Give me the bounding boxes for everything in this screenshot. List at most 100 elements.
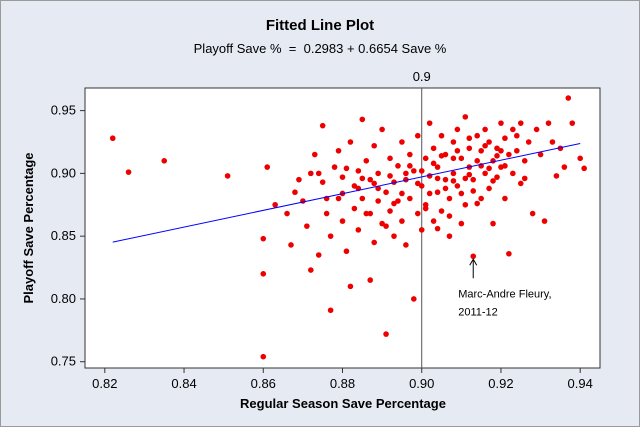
data-point: [407, 163, 413, 169]
data-point: [490, 178, 496, 184]
data-point: [308, 170, 314, 177]
data-point: [383, 331, 389, 337]
data-point: [359, 195, 366, 202]
data-point: [470, 253, 477, 260]
data-point: [454, 183, 461, 189]
data-point: [533, 126, 540, 133]
data-point: [367, 277, 374, 283]
data-point: [561, 164, 568, 170]
chart-subtitle: Playoff Save % = 0.2983 + 0.6654 Save %: [194, 41, 447, 56]
data-point: [383, 189, 389, 196]
data-point: [422, 155, 429, 162]
data-point: [498, 120, 504, 126]
data-point: [426, 120, 433, 126]
data-point: [422, 205, 429, 212]
data-point: [510, 126, 516, 133]
data-point: [414, 180, 421, 187]
data-point: [347, 283, 354, 290]
x-tick-label: 0.92: [488, 376, 513, 391]
data-point: [502, 163, 508, 169]
data-point: [391, 200, 397, 207]
x-axis-label: Regular Season Save Percentage: [240, 396, 446, 411]
data-point: [490, 220, 496, 227]
data-point: [466, 171, 473, 178]
data-point: [296, 176, 302, 183]
y-tick-label: 0.95: [51, 103, 76, 118]
data-point: [486, 139, 492, 145]
data-point: [474, 200, 480, 207]
data-point: [355, 168, 362, 174]
data-point: [315, 252, 322, 258]
data-point: [565, 95, 572, 101]
data-point: [375, 185, 381, 192]
data-point: [323, 210, 330, 217]
data-point: [387, 173, 393, 179]
data-point: [529, 210, 536, 217]
data-point: [454, 126, 461, 133]
data-point: [300, 198, 306, 204]
data-point: [517, 180, 524, 187]
data-point: [375, 170, 381, 177]
data-point: [482, 170, 488, 177]
data-point: [498, 147, 504, 154]
data-point: [430, 218, 437, 224]
data-point: [466, 145, 473, 152]
x-tick-label: 0.90: [409, 376, 434, 391]
data-point: [438, 132, 445, 139]
fit-line-group: [112, 143, 581, 243]
data-point: [399, 139, 405, 145]
data-point: [458, 155, 465, 162]
data-point: [462, 175, 469, 182]
data-point: [418, 168, 425, 174]
data-point: [434, 189, 441, 196]
data-point: [359, 116, 366, 123]
plot-area: [84, 87, 601, 369]
data-point: [347, 139, 354, 145]
x-axis: 0.82 0.84 0.86 0.88 0.90 0.92 0.94: [92, 368, 593, 391]
data-point: [260, 353, 267, 360]
data-point: [109, 135, 116, 142]
data-point: [379, 126, 385, 133]
data-point: [494, 153, 500, 159]
data-point: [502, 135, 508, 142]
data-point: [383, 223, 389, 229]
data-point: [403, 242, 409, 248]
x-tick-label: 0.84: [171, 376, 196, 391]
reference-line-label: 0.9: [413, 69, 431, 84]
data-point: [458, 220, 465, 227]
data-point: [391, 233, 397, 239]
data-point: [470, 188, 477, 194]
data-point: [478, 195, 484, 202]
data-point: [375, 198, 381, 204]
data-points: [109, 95, 587, 360]
data-point: [371, 239, 377, 246]
data-point: [462, 201, 469, 208]
data-point: [399, 218, 405, 224]
data-point: [486, 165, 492, 172]
data-point: [510, 170, 516, 177]
data-point: [411, 168, 417, 174]
data-point: [315, 170, 322, 177]
data-point: [260, 271, 267, 277]
data-point: [335, 195, 342, 202]
data-point: [438, 208, 445, 214]
data-point: [446, 195, 453, 202]
data-point: [466, 135, 473, 142]
data-point: [506, 151, 512, 158]
y-tick-label: 0.85: [51, 228, 76, 243]
data-point: [284, 210, 290, 217]
data-point: [450, 170, 457, 177]
data-point: [434, 225, 441, 232]
data-point: [399, 190, 405, 197]
data-point: [414, 132, 421, 139]
data-point: [387, 208, 393, 214]
data-point: [486, 185, 492, 192]
data-point: [569, 120, 576, 126]
data-point: [474, 158, 480, 164]
data-point: [478, 147, 484, 154]
data-point: [319, 122, 326, 129]
data-point: [308, 267, 314, 273]
data-point: [514, 132, 520, 139]
data-point: [541, 218, 548, 224]
